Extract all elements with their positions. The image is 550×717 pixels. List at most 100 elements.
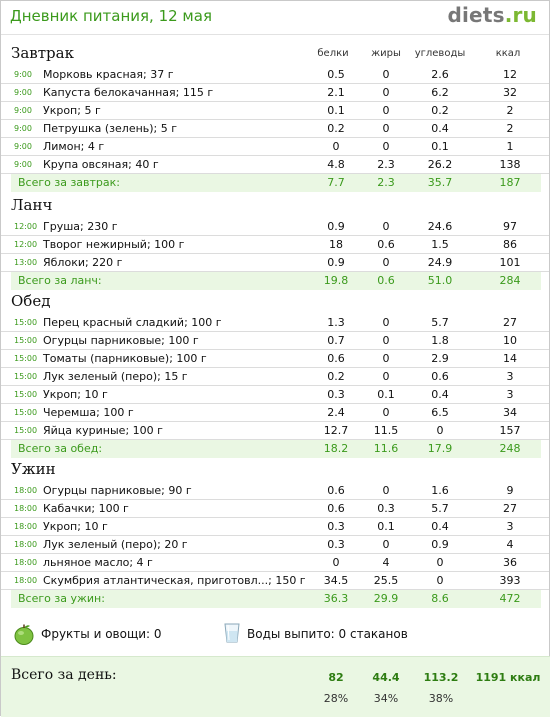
food-time: 18:00 [14, 504, 38, 513]
food-time: 9:00 [14, 160, 32, 169]
food-kcal: 14 [503, 352, 517, 365]
food-row[interactable]: 18:00 льняное масло; 4 г 0 4 0 36 [1, 554, 549, 572]
food-name[interactable]: Скумбрия атлантическая, приготовл...; 15… [43, 574, 306, 587]
food-time: 9:00 [14, 106, 32, 115]
food-row[interactable]: 15:00 Томаты (парниковые); 100 г 0.6 0 2.9 14 [1, 350, 549, 368]
food-fat: 0 [382, 68, 390, 81]
food-name[interactable]: Черемша; 100 г [43, 406, 134, 419]
food-fat: 0 [382, 220, 390, 233]
food-name[interactable]: Морковь красная; 37 г [43, 68, 174, 81]
food-carbs: 1.5 [431, 238, 449, 251]
column-header-fat: жиры [371, 48, 401, 59]
header-divider [1, 34, 549, 35]
food-carbs: 6.2 [431, 86, 449, 99]
food-name[interactable]: Петрушка (зелень); 5 г [43, 122, 178, 135]
food-carbs: 24.9 [427, 256, 453, 269]
meal-total-fat: 11.6 [373, 442, 399, 455]
food-name[interactable]: Яйца куриные; 100 г [43, 424, 163, 437]
food-name[interactable]: Лимон; 4 г [43, 140, 105, 153]
food-row[interactable]: 18:00 Укроп; 10 г 0.3 0.1 0.4 3 [1, 518, 549, 536]
food-name[interactable]: Укроп; 10 г [43, 388, 108, 401]
meal-total-row: Всего за завтрак: 7.7 2.3 35.7 187 [11, 174, 541, 192]
food-kcal: 97 [503, 220, 517, 233]
food-name[interactable]: Капуста белокачанная; 115 г [43, 86, 214, 99]
fruits-counter: Фрукты и овощи: 0 [41, 627, 162, 641]
food-time: 15:00 [14, 426, 38, 435]
food-row[interactable]: 9:00 Петрушка (зелень); 5 г 0.2 0 0.4 2 [1, 120, 549, 138]
food-carbs: 24.6 [427, 220, 453, 233]
food-name[interactable]: Укроп; 5 г [43, 104, 101, 117]
food-fat: 0 [382, 140, 390, 153]
food-fat: 0 [382, 406, 390, 419]
food-row[interactable]: 15:00 Черемша; 100 г 2.4 0 6.5 34 [1, 404, 549, 422]
food-protein: 0.6 [327, 502, 345, 515]
food-fat: 0.3 [377, 502, 395, 515]
meal-total-carbs: 8.6 [431, 592, 449, 605]
food-row[interactable]: 18:00 Огурцы парниковые; 90 г 0.6 0 1.6 9 [1, 482, 549, 500]
food-row[interactable]: 15:00 Укроп; 10 г 0.3 0.1 0.4 3 [1, 386, 549, 404]
food-name[interactable]: Крупа овсяная; 40 г [43, 158, 159, 171]
food-kcal: 393 [499, 574, 521, 587]
food-kcal: 3 [506, 370, 514, 383]
food-protein: 0.6 [327, 484, 345, 497]
food-row[interactable]: 12:00 Творог нежирный; 100 г 18 0.6 1.5 86 [1, 236, 549, 254]
food-kcal: 12 [503, 68, 517, 81]
food-row[interactable]: 12:00 Груша; 230 г 0.9 0 24.6 97 [1, 218, 549, 236]
meal-total-label: Всего за ужин: [18, 592, 105, 605]
food-carbs: 0.4 [431, 388, 449, 401]
food-name[interactable]: льняное масло; 4 г [43, 556, 153, 569]
food-row[interactable]: 15:00 Лук зеленый (перо); 15 г 0.2 0 0.6 3 [1, 368, 549, 386]
food-row[interactable]: 15:00 Яйца куриные; 100 г 12.7 11.5 0 157 [1, 422, 549, 440]
meal-total-row: Всего за ужин: 36.3 29.9 8.6 472 [11, 590, 541, 608]
meal-total-kcal: 248 [499, 442, 521, 455]
food-name[interactable]: Творог нежирный; 100 г [43, 238, 185, 251]
page-title: Дневник питания, 12 мая [10, 7, 212, 25]
food-name[interactable]: Яблоки; 220 г [43, 256, 123, 269]
food-row[interactable]: 18:00 Кабачки; 100 г 0.6 0.3 5.7 27 [1, 500, 549, 518]
food-kcal: 2 [506, 122, 514, 135]
food-row[interactable]: 9:00 Капуста белокачанная; 115 г 2.1 0 6.2 32 [1, 84, 549, 102]
food-name[interactable]: Перец красный сладкий; 100 г [43, 316, 222, 329]
food-row[interactable]: 15:00 Перец красный сладкий; 100 г 1.3 0 5.7… [1, 314, 549, 332]
food-fat: 0.6 [377, 238, 395, 251]
brand-suffix: .ru [504, 3, 537, 27]
food-kcal: 27 [503, 502, 517, 515]
food-row[interactable]: 15:00 Огурцы парниковые; 100 г 0.7 0 1.8 10 [1, 332, 549, 350]
meal-total-carbs: 17.9 [427, 442, 453, 455]
meal-header: Обед [1, 292, 549, 314]
food-row[interactable]: 13:00 Яблоки; 220 г 0.9 0 24.9 101 [1, 254, 549, 272]
food-time: 15:00 [14, 354, 38, 363]
food-fat: 0.1 [377, 520, 395, 533]
column-header-carbs: углеводы [414, 48, 466, 59]
food-kcal: 10 [503, 334, 517, 347]
food-row[interactable]: 18:00 Лук зеленый (перо); 20 г 0.3 0 0.9 4 [1, 536, 549, 554]
food-name[interactable]: Томаты (парниковые); 100 г [43, 352, 207, 365]
food-name[interactable]: Укроп; 10 г [43, 520, 108, 533]
meal-total-row: Всего за обед: 18.2 11.6 17.9 248 [11, 440, 541, 458]
food-row[interactable]: 9:00 Морковь красная; 37 г 0.5 0 2.6 12 [1, 66, 549, 84]
food-row[interactable]: 18:00 Скумбрия атлантическая, приготовл..… [1, 572, 549, 590]
meal-title: Завтрак [11, 44, 74, 62]
food-row[interactable]: 9:00 Лимон; 4 г 0 0 0.1 1 [1, 138, 549, 156]
food-kcal: 86 [503, 238, 517, 251]
food-name[interactable]: Лук зеленый (перо); 20 г [43, 538, 188, 551]
food-carbs: 1.8 [431, 334, 449, 347]
food-name[interactable]: Лук зеленый (перо); 15 г [43, 370, 188, 383]
food-carbs: 0.4 [431, 520, 449, 533]
food-time: 9:00 [14, 124, 32, 133]
food-time: 18:00 [14, 540, 38, 549]
food-carbs: 0 [436, 574, 444, 587]
brand-logo[interactable]: diets.ru [447, 3, 537, 27]
meal-total-fat: 0.6 [377, 274, 395, 287]
food-name[interactable]: Кабачки; 100 г [43, 502, 129, 515]
food-name[interactable]: Огурцы парниковые; 90 г [43, 484, 192, 497]
food-kcal: 3 [506, 388, 514, 401]
meal-total-label: Всего за ланч: [18, 274, 102, 287]
food-row[interactable]: 9:00 Укроп; 5 г 0.1 0 0.2 2 [1, 102, 549, 120]
extras-bar: Фрукты и овощи: 0 Воды выпито: 0 стакано… [1, 621, 549, 647]
food-name[interactable]: Огурцы парниковые; 100 г [43, 334, 199, 347]
food-row[interactable]: 9:00 Крупа овсяная; 40 г 4.8 2.3 26.2 138 [1, 156, 549, 174]
food-fat: 0 [382, 352, 390, 365]
food-name[interactable]: Груша; 230 г [43, 220, 118, 233]
